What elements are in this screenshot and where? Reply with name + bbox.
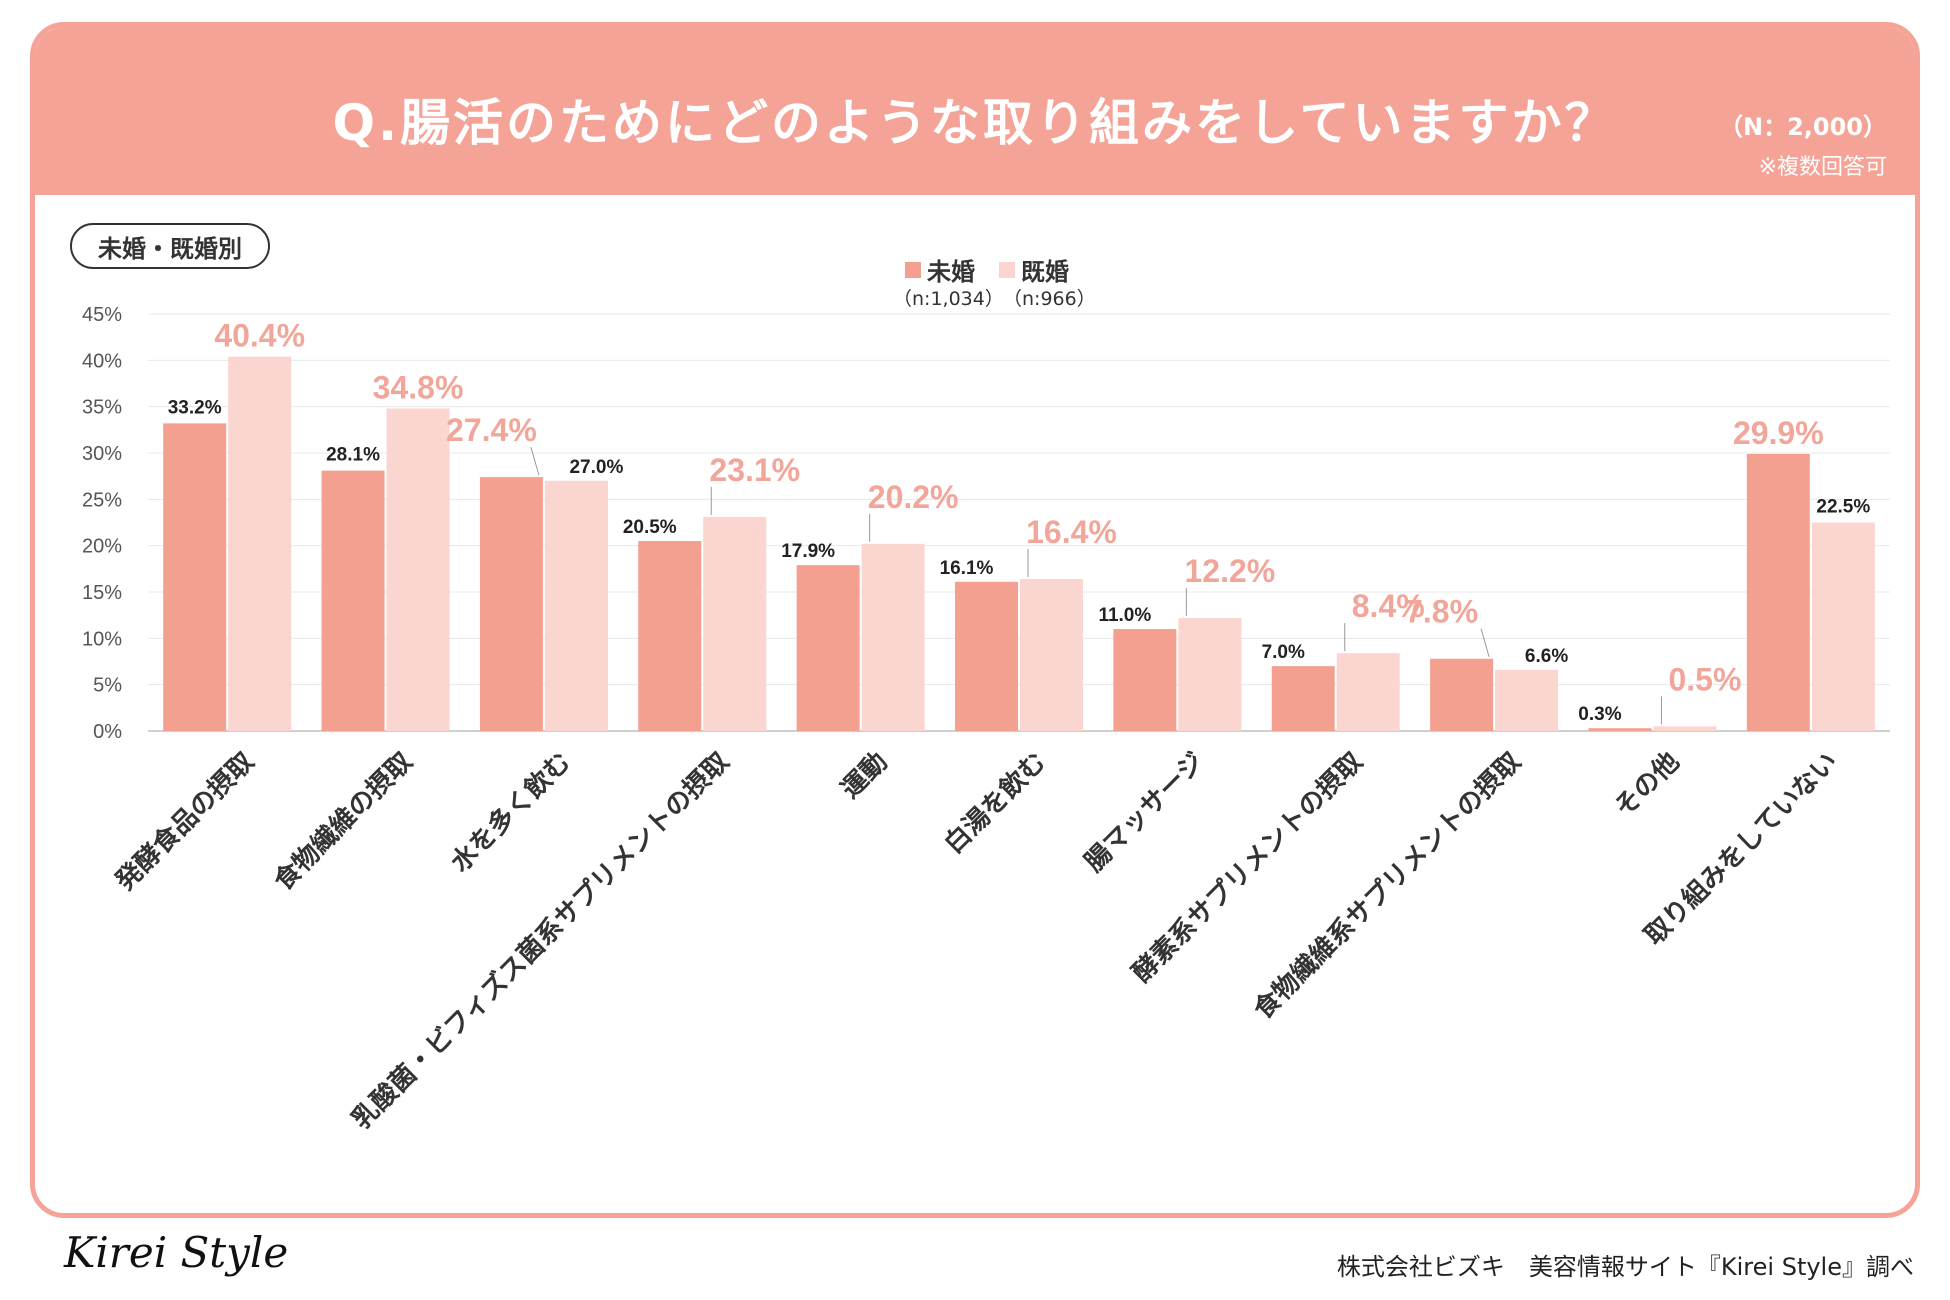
data-label-unmarried: 7.0%: [1262, 642, 1305, 663]
category-label: 腸マッサージ: [1079, 747, 1210, 878]
segment-pill: 未婚・既婚別: [70, 223, 270, 269]
category-label: 白湯を飲む: [938, 746, 1052, 860]
header-band: Q.腸活のためにどのような取り組みをしていますか？ （N：2,000） ※複数回…: [35, 27, 1915, 195]
data-label-married: 34.8%: [373, 370, 464, 406]
y-tick-label: 15%: [82, 582, 122, 604]
category-label: その他: [1609, 747, 1685, 823]
bar-unmarried: [638, 541, 702, 731]
y-tick-label: 20%: [82, 536, 122, 558]
legend-label-married: 既婚: [1021, 258, 1069, 286]
data-label-unmarried: 28.1%: [326, 445, 380, 466]
label-leader-line: [530, 446, 540, 476]
bar-unmarried: [1588, 728, 1652, 731]
sample-size-label: （N：2,000）: [1719, 113, 1887, 141]
bar-married: [1653, 726, 1717, 731]
data-label-married: 6.6%: [1525, 646, 1568, 667]
legend-swatch-unmarried: [905, 262, 921, 278]
legend-label-unmarried: 未婚: [927, 258, 975, 286]
bar-married: [1811, 522, 1875, 731]
bar-married: [1178, 617, 1242, 731]
data-label-married: 8.4%: [1352, 588, 1425, 624]
y-tick-label: 45%: [82, 304, 122, 326]
y-tick-label: 10%: [82, 628, 122, 650]
data-label-married: 0.5%: [1668, 661, 1741, 697]
legend-sample-married: （n:966）: [1003, 288, 1096, 310]
y-tick-label: 35%: [82, 397, 122, 419]
source-credit: 株式会社ビズキ 美容情報サイト『Kirei Style』調べ: [1336, 1253, 1914, 1281]
bar-married: [1020, 579, 1083, 731]
data-label-married: 22.5%: [1816, 497, 1870, 518]
data-label-married: 40.4%: [214, 318, 305, 354]
multiple-answer-note: ※複数回答可: [1758, 155, 1887, 180]
category-label: 乳酸菌・ビフィズス菌系サプリメントの摂取: [346, 746, 735, 1135]
bar-married: [861, 543, 925, 731]
bar-married: [386, 408, 450, 731]
legend-sample-unmarried: （n:1,034）: [893, 288, 1004, 310]
y-tick-label: 5%: [93, 675, 122, 697]
data-label-unmarried: 17.9%: [781, 541, 835, 562]
bar-unmarried: [1430, 658, 1494, 731]
data-label-unmarried: 20.5%: [623, 517, 677, 538]
bar-unmarried: [1271, 666, 1335, 731]
data-label-unmarried: 16.1%: [940, 558, 994, 579]
data-label-unmarried: 33.2%: [168, 397, 222, 418]
category-label: 食物繊維の摂取: [268, 746, 419, 897]
brand-logo: Kirei Style: [64, 1228, 289, 1277]
category-label: 発酵食品の摂取: [109, 746, 260, 897]
y-tick-label: 0%: [93, 721, 122, 743]
data-label-married: 27.0%: [569, 457, 623, 478]
bar-married: [1336, 653, 1400, 731]
chart-title: Q.腸活のためにどのような取り組みをしていますか？: [332, 94, 1618, 152]
label-leader-line: [1480, 628, 1490, 657]
bar-unmarried: [479, 477, 543, 731]
bar-unmarried: [955, 581, 1018, 731]
y-tick-label: 25%: [82, 489, 122, 511]
bar-married: [1495, 669, 1559, 731]
data-label-married: 23.1%: [709, 452, 800, 488]
legend-swatch-married: [999, 262, 1015, 278]
category-label: 食物繊維系サプリメントの摂取: [1248, 746, 1527, 1025]
data-label-unmarried: 27.4%: [446, 412, 537, 448]
bar-married: [544, 480, 608, 731]
bar-married: [703, 516, 767, 731]
data-label-unmarried: 29.9%: [1733, 415, 1824, 451]
bar-chart: 0% 5% 10% 15% 20% 25% 30% 35% 40% 45% 未婚 既婚 （n:1,034…: [82, 258, 1890, 1135]
data-label-married: 16.4%: [1026, 514, 1117, 550]
data-label-unmarried: 7.8%: [1405, 594, 1478, 630]
bar-unmarried: [796, 565, 860, 731]
data-label-married: 20.2%: [868, 479, 959, 515]
data-label-unmarried: 11.0%: [1098, 605, 1151, 626]
data-label-married: 12.2%: [1184, 553, 1275, 589]
bar-unmarried: [1746, 453, 1810, 731]
bar-unmarried: [321, 470, 385, 731]
category-label: 水を多く飲む: [445, 746, 577, 878]
category-label: 運動: [836, 747, 894, 805]
bar-unmarried: [1113, 629, 1177, 731]
data-label-unmarried: 0.3%: [1578, 704, 1621, 725]
bar-unmarried: [163, 423, 227, 731]
y-tick-label: 40%: [82, 350, 122, 372]
bar-married: [228, 356, 292, 731]
y-tick-label: 30%: [82, 443, 122, 465]
